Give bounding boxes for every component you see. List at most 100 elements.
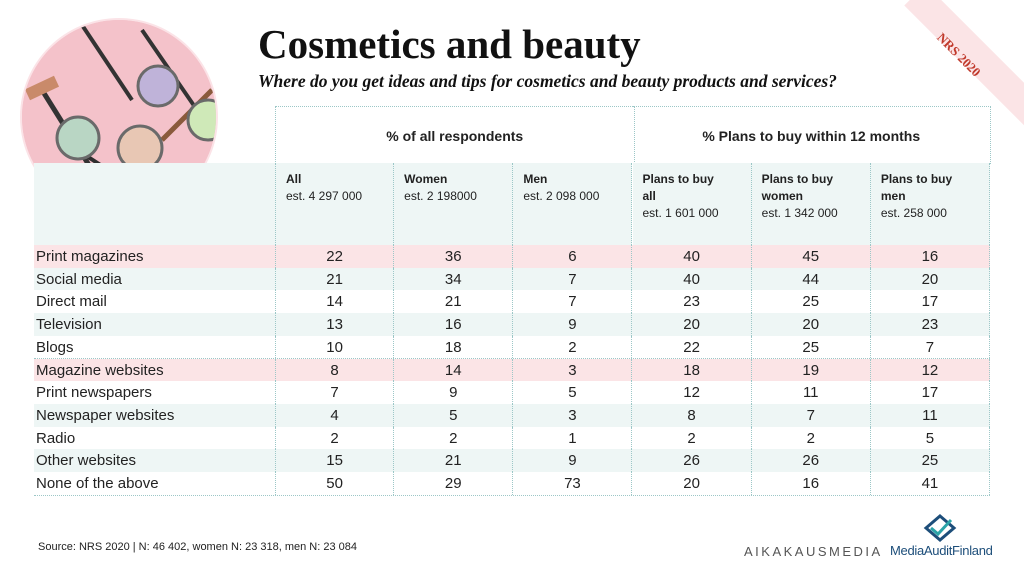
table-cell: 18 (394, 335, 514, 359)
cosmetics-photo (22, 20, 216, 214)
table-cell: 16 (752, 472, 871, 495)
table-cell: 12 (633, 381, 752, 404)
row-label: Other websites (36, 452, 137, 470)
column-name: Plans to buy (642, 172, 714, 186)
row-label: Television (36, 316, 102, 334)
table-cell: 18 (633, 358, 752, 382)
column-estimate: est. 1 342 000 (761, 206, 838, 220)
page-subtitle: Where do you get ideas and tips for cosm… (258, 71, 837, 91)
table-row: Direct mail 14 21 7 23 25 17 (34, 290, 990, 315)
table-cell: 2 (752, 426, 871, 450)
table-cell: 25 (871, 449, 990, 472)
mediaaudit-logo-icon (923, 514, 957, 542)
table-cell: 20 (871, 267, 990, 291)
table-cell: 9 (394, 381, 514, 404)
table-row: Social media 21 34 7 40 44 20 (34, 267, 990, 292)
table-cell: 15 (275, 449, 395, 472)
table-cell: 2 (633, 426, 752, 450)
column-name: Men (523, 172, 548, 186)
table-cell: 5 (394, 403, 514, 427)
table-cell: 22 (633, 335, 752, 359)
table-cell: 26 (752, 449, 871, 472)
table-cell: 19 (752, 358, 871, 382)
table-cell: 7 (275, 381, 395, 404)
table-cell: 2 (513, 335, 633, 359)
table-cell: 34 (394, 267, 514, 291)
column-header: Plans to buy all est. 1 601 000 (632, 163, 752, 245)
column-header: Men est. 2 098 000 (513, 163, 633, 245)
row-label: Print magazines (36, 248, 144, 265)
column-name-sub: men (880, 189, 906, 203)
table-cell: 7 (513, 267, 633, 291)
column-name: Plans to buy (761, 172, 834, 186)
table-cell: 41 (871, 472, 990, 495)
table-cell: 9 (513, 449, 633, 472)
table-cell: 7 (752, 403, 871, 427)
table-cell: 40 (633, 267, 752, 291)
table-cell: 20 (633, 472, 752, 495)
row-label: Social media (36, 270, 122, 288)
column-name-sub: all (642, 189, 656, 203)
table-cell: 6 (513, 245, 633, 268)
table-row: Television 13 16 9 20 20 23 (34, 313, 990, 337)
column-estimate: est. 2 098 000 (523, 189, 600, 203)
table-cell: 11 (752, 381, 871, 404)
table-cell: 50 (275, 472, 395, 495)
group-header: % of all respondents (275, 106, 635, 164)
table-cell: 23 (871, 313, 990, 336)
column-header: Plans to buy women est. 1 342 000 (751, 163, 871, 245)
mediaaudit-logo: MediaAuditFinland (890, 543, 993, 558)
table-cell: 12 (871, 358, 990, 382)
row-label: Radio (36, 429, 76, 447)
table-cell: 25 (752, 290, 871, 314)
table-row: Magazine websites 8 14 3 18 19 12 (34, 358, 990, 383)
table-cell: 5 (871, 426, 990, 450)
table-cell: 7 (871, 335, 990, 359)
table-cell: 11 (871, 403, 990, 427)
table-cell: 17 (871, 290, 990, 314)
table-row: None of the above 50 29 73 20 16 41 (34, 472, 990, 496)
table-row: Print magazines 22 36 6 40 45 16 (34, 245, 990, 269)
table-cell: 13 (275, 313, 395, 336)
table-cell: 21 (394, 290, 514, 314)
table-cell: 21 (394, 449, 514, 472)
table-cell: 3 (513, 358, 633, 382)
table-cell: 2 (275, 426, 395, 450)
table-cell: 23 (633, 290, 752, 314)
aikakausmedia-logo: AIKAKAUSMEDIA (744, 544, 883, 559)
table-row: Other websites 15 21 9 26 26 25 (34, 449, 990, 473)
row-label: Newspaper websites (36, 406, 175, 424)
table-row: Blogs 10 18 2 22 25 7 (34, 335, 990, 360)
table-cell: 8 (275, 358, 395, 382)
table-cell: 45 (752, 245, 871, 268)
table-row: Print newspapers 7 9 5 12 11 17 (34, 381, 990, 405)
column-name: Plans to buy (880, 172, 953, 186)
column-header: All est. 4 297 000 (275, 163, 395, 245)
table-row: Radio 2 2 1 2 2 5 (34, 426, 990, 451)
table-cell: 1 (513, 426, 633, 450)
row-label: None of the above (36, 475, 159, 492)
table-cell: 20 (752, 313, 871, 336)
table-cell: 14 (275, 290, 395, 314)
column-name: Women (404, 172, 448, 186)
table-row: Newspaper websites 4 5 3 8 7 11 (34, 403, 990, 428)
source-note: Source: NRS 2020 | N: 46 402, women N: 2… (38, 541, 357, 553)
column-name: All (286, 172, 302, 186)
row-label: Direct mail (36, 293, 107, 311)
table-cell: 17 (871, 381, 990, 404)
table-cell: 73 (513, 472, 633, 495)
table-cell: 36 (394, 245, 514, 268)
table-cell: 20 (633, 313, 752, 336)
table-cell: 16 (871, 245, 990, 268)
table-cell: 9 (513, 313, 633, 336)
table-cell: 26 (633, 449, 752, 472)
table-cell: 7 (513, 290, 633, 314)
table-cell: 4 (275, 403, 395, 427)
table-cell: 44 (752, 267, 871, 291)
column-estimate: est. 2 198000 (404, 189, 477, 203)
column-header: Plans to buy men est. 258 000 (870, 163, 990, 245)
column-name-sub: women (761, 189, 804, 203)
column-estimate: est. 4 297 000 (286, 189, 363, 203)
row-label: Print newspapers (36, 384, 152, 402)
column-estimate: est. 258 000 (880, 206, 947, 220)
